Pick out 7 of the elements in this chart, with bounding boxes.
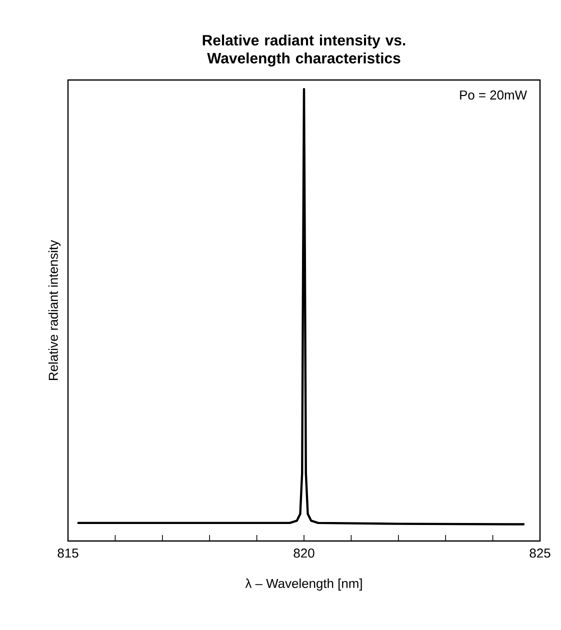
chart-title: Relative radiant intensity vs. Wavelength characteristics [202, 34, 406, 66]
x-tick-label: 825 [530, 548, 550, 558]
x-tick-label: 815 [58, 548, 78, 558]
y-axis-title: Relative radiant intensity [48, 240, 60, 380]
x-tick-label: 820 [294, 548, 314, 558]
x-axis-title: λ – Wavelength [nm] [245, 578, 362, 591]
annotation: Po = 20mW [460, 90, 527, 100]
